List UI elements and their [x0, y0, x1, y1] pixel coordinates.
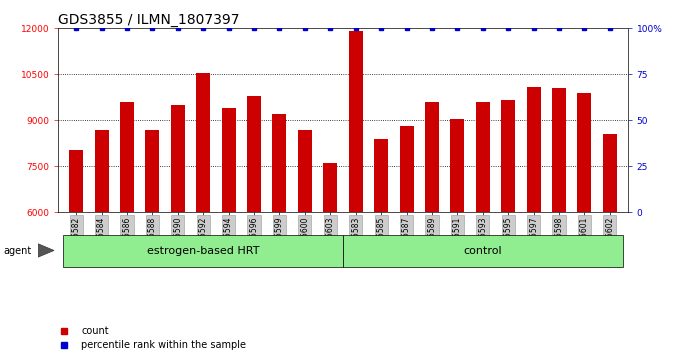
Bar [145, 130, 159, 354]
Bar [69, 149, 83, 354]
Bar [323, 163, 338, 354]
Bar [63, 235, 343, 267]
Text: percentile rank within the sample: percentile rank within the sample [81, 340, 246, 350]
Bar [425, 102, 439, 354]
Text: count: count [81, 326, 108, 336]
Text: agent: agent [3, 246, 32, 256]
Bar [476, 102, 490, 354]
Bar [399, 126, 414, 354]
Bar [247, 96, 261, 354]
Bar [348, 32, 363, 354]
Bar [171, 105, 185, 354]
Bar [272, 114, 287, 354]
Bar [343, 235, 623, 267]
Bar [120, 102, 134, 354]
Bar [501, 101, 515, 354]
Bar [298, 130, 312, 354]
Bar [552, 88, 566, 354]
Polygon shape [38, 244, 54, 257]
Bar [374, 139, 388, 354]
Bar [451, 119, 464, 354]
Text: GDS3855 / ILMN_1807397: GDS3855 / ILMN_1807397 [58, 13, 240, 27]
Bar [527, 87, 541, 354]
Text: control: control [464, 246, 502, 256]
Bar [222, 108, 235, 354]
Text: estrogen-based HRT: estrogen-based HRT [147, 246, 259, 256]
Bar [578, 93, 591, 354]
Bar [196, 73, 210, 354]
Bar [603, 134, 617, 354]
Bar [95, 130, 108, 354]
